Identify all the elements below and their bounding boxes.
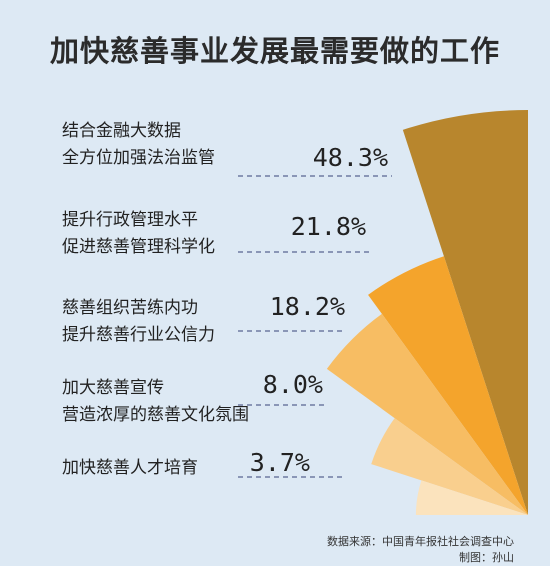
category-label-2: 提升行政管理水平 促进慈善管理科学化: [62, 210, 215, 257]
sector-4: [371, 418, 528, 515]
category-label-5: 加快慈善人才培育: [62, 458, 198, 478]
value-label-3: 18.2%: [269, 292, 345, 321]
category-label-1: 结合金融大数据 全方位加强法治监管: [62, 121, 215, 168]
category-label-4: 加大慈善宣传 营造浓厚的慈善文化氛围: [62, 378, 249, 425]
author-credit: 制图：孙山: [459, 551, 514, 564]
sector-5: [415, 480, 528, 515]
value-label-4: 8.0%: [262, 370, 323, 399]
sector-1: [402, 110, 528, 515]
category-label-3: 慈善组织苦练内功 提升慈善行业公信力: [62, 298, 215, 345]
sector-2: [368, 256, 528, 515]
chart-title: 加快慈善事业发展最需要做的工作: [49, 34, 500, 68]
value-label-1: 48.3%: [312, 143, 388, 172]
sector-3: [326, 313, 528, 515]
value-label-2: 21.8%: [290, 212, 366, 241]
value-label-5: 3.7%: [249, 448, 310, 477]
source-note: 数据来源：中国青年报社社会调查中心: [327, 535, 514, 548]
